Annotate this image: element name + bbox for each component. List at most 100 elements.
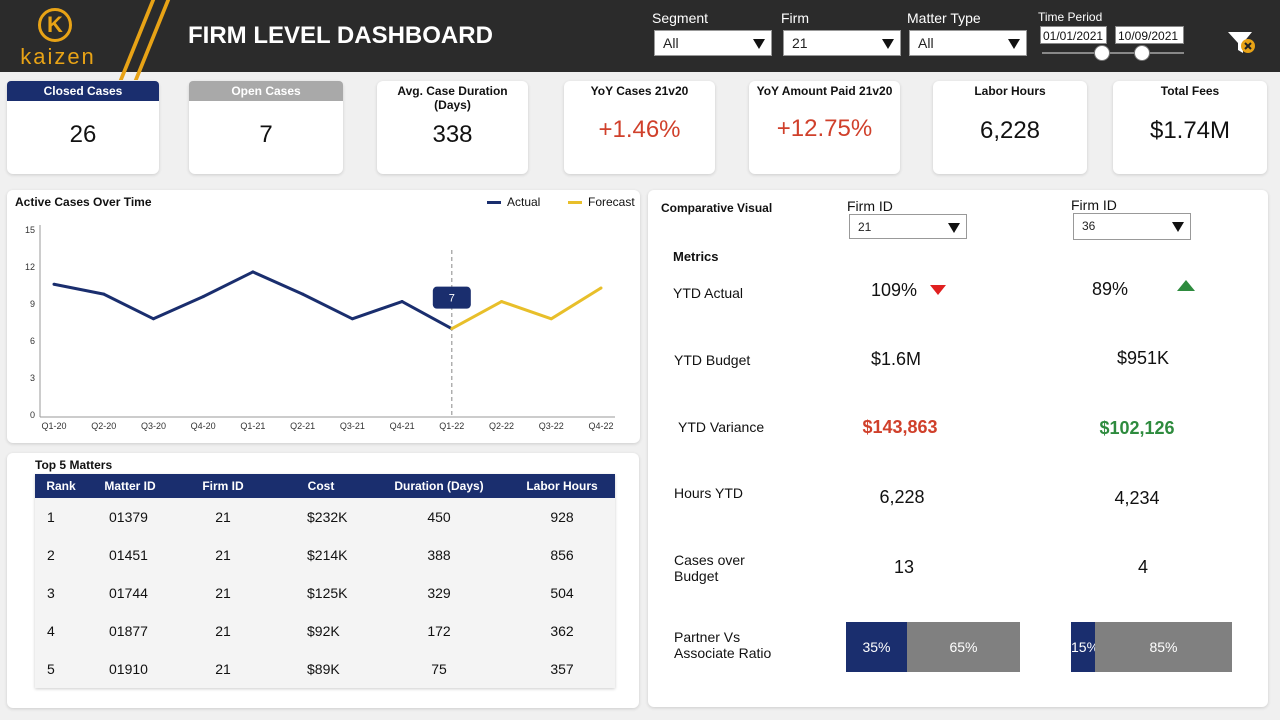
data-point-forecast bbox=[450, 327, 454, 331]
x-tick-label: Q4-21 bbox=[390, 421, 415, 431]
cell-matter-id: 01877 bbox=[109, 623, 148, 639]
x-tick-label: Q2-20 bbox=[91, 421, 116, 431]
firm-b-ratio-bar[interactable]: 15% 85% bbox=[1071, 622, 1232, 672]
matter-type-label: Matter Type bbox=[907, 10, 981, 26]
col-matter-id[interactable]: Matter ID bbox=[87, 474, 173, 498]
active-cases-line-chart[interactable]: 0 3 6 9 12 15 Q1-20 Q2-20 Q3-20 Q4-20 Q1-21 Q2-21 Q3… bbox=[7, 190, 640, 443]
cell-labor-hours: 928 bbox=[550, 509, 574, 525]
segment-label: Segment bbox=[652, 10, 709, 26]
firm-b-ytd-actual: 89% bbox=[1091, 279, 1129, 299]
firm-a-ytd-budget: $1.6M bbox=[870, 349, 922, 369]
cell-labor-hours: 362 bbox=[550, 623, 574, 639]
metric-label-ytd-budget: YTD Budget bbox=[674, 352, 751, 368]
legend-forecast[interactable]: Forecast bbox=[568, 195, 635, 209]
x-tick-label: Q3-21 bbox=[340, 421, 365, 431]
table-row[interactable]: 3 01744 21 $125K 329 504 bbox=[35, 574, 615, 612]
chart-title: Active Cases Over Time bbox=[15, 195, 152, 209]
cell-firm-id: 21 bbox=[215, 623, 231, 639]
data-point-forecast bbox=[599, 286, 603, 290]
cell-matter-id: 01744 bbox=[109, 585, 148, 601]
x-tick-label: Q2-22 bbox=[489, 421, 514, 431]
time-period-slider-track[interactable] bbox=[1042, 52, 1184, 54]
col-firm-id[interactable]: Firm ID bbox=[173, 474, 273, 498]
col-cost[interactable]: Cost bbox=[273, 474, 369, 498]
active-cases-panel: Active Cases Over Time Actual Forecast 0… bbox=[7, 190, 640, 443]
start-date-input[interactable]: 01/01/2021 bbox=[1040, 26, 1107, 44]
firm-a-cases-over-budget: 13 bbox=[893, 557, 915, 577]
data-point-actual bbox=[400, 300, 404, 304]
associate-segment[interactable]: 85% bbox=[1095, 622, 1232, 672]
kpi-title: Labor Hours bbox=[974, 84, 1046, 98]
cell-firm-id: 21 bbox=[215, 509, 231, 525]
kpi-avg-case-duration: Avg. Case Duration (Days) 338 bbox=[377, 81, 528, 174]
table-row[interactable]: 2 01451 21 $214K 388 856 bbox=[35, 536, 615, 574]
chevron-down-icon bbox=[753, 39, 765, 49]
firm-b-dropdown[interactable]: 36 bbox=[1073, 213, 1191, 240]
table-row[interactable]: 5 01910 21 $89K 75 357 bbox=[35, 650, 615, 688]
x-tick-label: Q4-20 bbox=[191, 421, 216, 431]
firm-a-dropdown[interactable]: 21 bbox=[849, 214, 967, 239]
firm-label: Firm bbox=[781, 10, 809, 26]
cell-labor-hours: 357 bbox=[550, 661, 574, 677]
matter-type-dropdown[interactable]: All bbox=[909, 30, 1027, 56]
kpi-title: Closed Cases bbox=[7, 81, 159, 101]
cell-matter-id: 01379 bbox=[109, 509, 148, 525]
cell-duration: 172 bbox=[427, 623, 451, 639]
kpi-title: YoY Amount Paid 21v20 bbox=[756, 84, 893, 98]
x-tick-label: Q1-22 bbox=[439, 421, 464, 431]
cell-firm-id: 21 bbox=[215, 585, 231, 601]
partner-segment[interactable]: 15% bbox=[1071, 622, 1099, 672]
kpi-title: YoY Cases 21v20 bbox=[590, 84, 689, 98]
end-date-input[interactable]: 10/09/2021 bbox=[1115, 26, 1184, 44]
x-tick-label: Q4-22 bbox=[588, 421, 613, 431]
cell-rank: 1 bbox=[47, 509, 55, 525]
kpi-labor-hours: Labor Hours 6,228 bbox=[933, 81, 1087, 174]
table-title: Top 5 Matters bbox=[35, 458, 113, 472]
segment-dropdown[interactable]: All bbox=[654, 30, 772, 56]
x-tick-label: Q2-21 bbox=[290, 421, 315, 431]
kpi-value: 26 bbox=[69, 121, 97, 148]
header-bar: K kaizen FIRM LEVEL DASHBOARD Segment Al… bbox=[0, 0, 1280, 80]
col-labor-hours[interactable]: Labor Hours bbox=[509, 474, 615, 498]
kpi-value: 7 bbox=[259, 121, 273, 148]
cell-labor-hours: 856 bbox=[550, 547, 574, 563]
legend-actual[interactable]: Actual bbox=[487, 195, 540, 209]
firm-value: 21 bbox=[792, 35, 808, 51]
clear-filter-icon[interactable] bbox=[1226, 28, 1256, 58]
firm-a-ratio-bar[interactable]: 35% 65% bbox=[846, 622, 1020, 672]
kpi-value: 6,228 bbox=[979, 117, 1041, 144]
cell-matter-id: 01910 bbox=[109, 661, 148, 677]
matter-type-value: All bbox=[918, 35, 934, 51]
col-rank[interactable]: Rank bbox=[35, 474, 87, 498]
cell-cost: $232K bbox=[307, 509, 348, 525]
page-title: FIRM LEVEL DASHBOARD bbox=[188, 22, 493, 49]
x-tick-label: Q3-22 bbox=[539, 421, 564, 431]
y-tick-label: 3 bbox=[30, 373, 35, 383]
kpi-closed-cases[interactable]: Closed Cases 26 bbox=[7, 81, 159, 174]
data-point-forecast bbox=[549, 317, 553, 321]
firm-b-value: 36 bbox=[1082, 219, 1096, 233]
metric-label-hours-ytd: Hours YTD bbox=[674, 485, 743, 501]
cell-cost: $125K bbox=[307, 585, 348, 601]
slider-start-handle[interactable] bbox=[1094, 45, 1110, 61]
data-point-actual bbox=[201, 295, 205, 299]
cell-cost: $92K bbox=[307, 623, 340, 639]
kpi-value: +12.75% bbox=[776, 115, 873, 142]
partner-segment[interactable]: 35% bbox=[846, 622, 907, 672]
kpi-yoy-amount-paid: YoY Amount Paid 21v20 +12.75% bbox=[749, 81, 900, 174]
legend-swatch bbox=[487, 201, 501, 205]
col-duration[interactable]: Duration (Days) bbox=[369, 474, 509, 498]
metric-label-cases-over-budget: Cases over Budget bbox=[674, 552, 745, 584]
brand-name: kaizen bbox=[20, 44, 96, 69]
associate-segment[interactable]: 65% bbox=[907, 622, 1020, 672]
table-row[interactable]: 1 01379 21 $232K 450 928 bbox=[35, 498, 615, 536]
chevron-down-icon bbox=[1172, 222, 1184, 232]
cell-firm-id: 21 bbox=[215, 547, 231, 563]
chevron-down-icon bbox=[882, 39, 894, 49]
firm-dropdown[interactable]: 21 bbox=[783, 30, 901, 56]
table-row[interactable]: 4 01877 21 $92K 172 362 bbox=[35, 612, 615, 650]
slider-end-handle[interactable] bbox=[1134, 45, 1150, 61]
data-point-actual bbox=[151, 317, 155, 321]
kpi-open-cases[interactable]: Open Cases 7 bbox=[189, 81, 343, 174]
kpi-title: Open Cases bbox=[189, 81, 343, 101]
